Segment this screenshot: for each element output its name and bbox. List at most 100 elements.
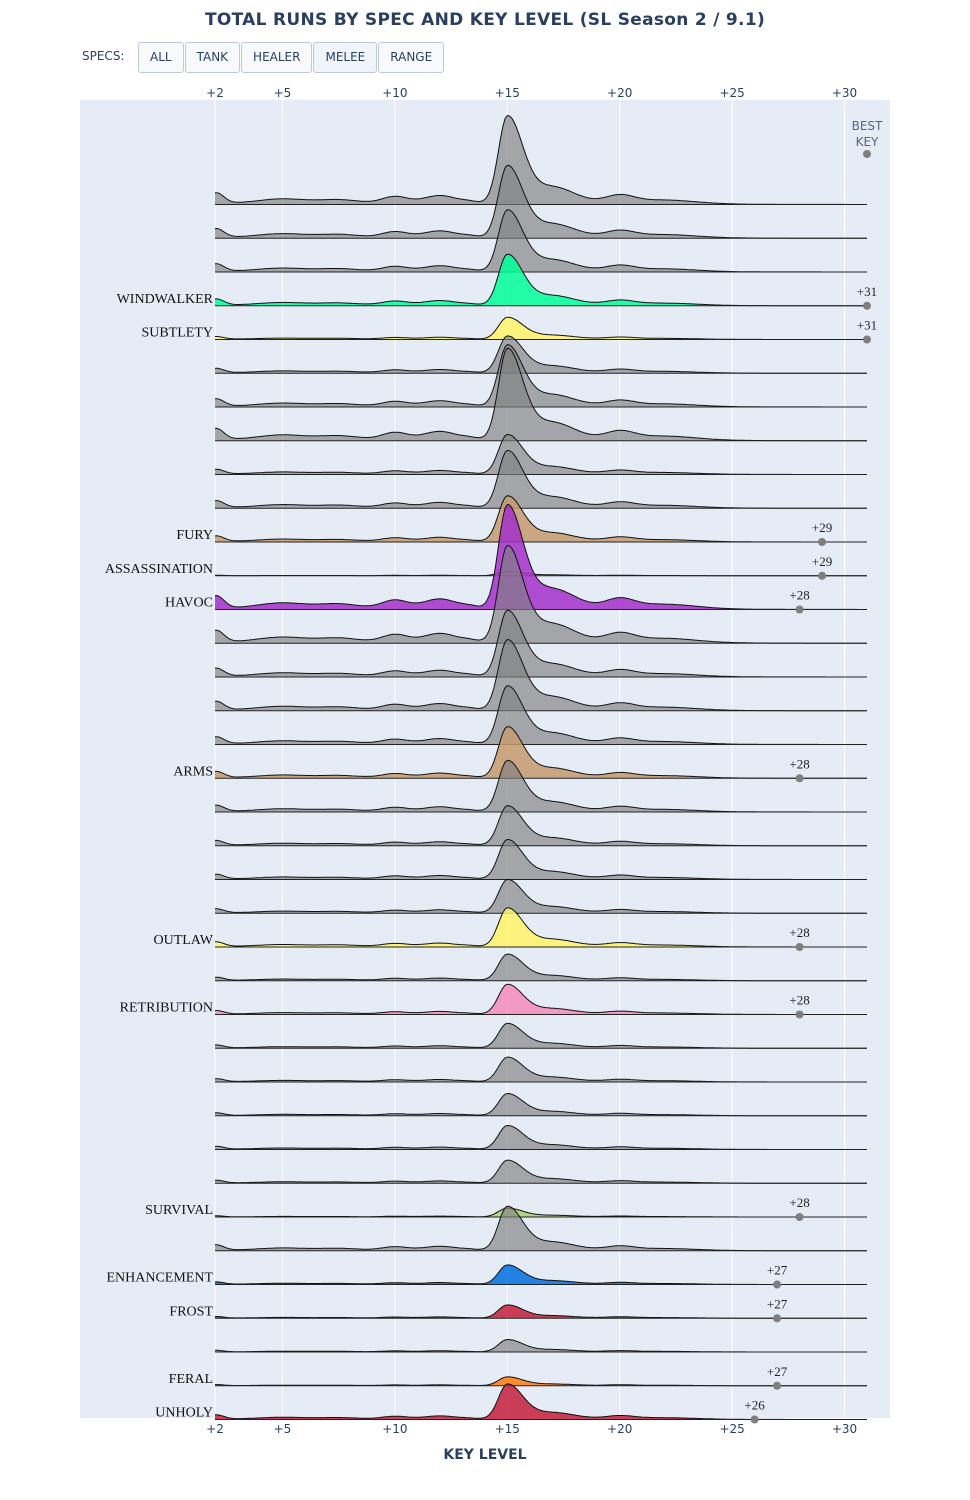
ridge-area — [215, 1093, 867, 1116]
spec-filter-buttons: ALL TANK HEALER MELEE RANGE — [138, 42, 445, 73]
x-tick-bottom-label: +30 — [832, 1422, 857, 1436]
best-key-marker — [795, 605, 804, 614]
filter-melee-button[interactable]: MELEE — [313, 42, 378, 73]
ridge-area — [215, 879, 867, 914]
best-key-markers: +31 +31 +29 +29 +28 +28 +28 +28 +28 +27 +27 +27 +26 — [744, 284, 877, 1424]
ridge-area — [215, 165, 867, 239]
ridge-area — [215, 1160, 867, 1184]
x-tick-top-label: +20 — [607, 86, 632, 100]
spec-label: SUBTLETY — [141, 326, 213, 341]
spec-label: OUTLAW — [153, 933, 213, 948]
filter-healer-button[interactable]: HEALER — [241, 42, 313, 73]
spec-label: FROST — [169, 1304, 213, 1319]
ridge-area — [215, 1206, 867, 1251]
ridge-area — [215, 1023, 867, 1049]
best-key-marker — [795, 1010, 804, 1019]
ridge-area — [215, 344, 867, 407]
ridge-area — [215, 115, 867, 205]
ridge-area — [215, 639, 867, 711]
spec-labels: WINDWALKER SUBTLETY FURY ASSASSINATION HAVOC… — [105, 292, 214, 1421]
specs-filter-label: SPECS: — [82, 49, 125, 63]
x-tick-top-label: +25 — [719, 86, 744, 100]
x-tick-top-label: +5 — [274, 86, 292, 100]
spec-label: SURVIVAL — [145, 1203, 213, 1218]
best-key-marker — [750, 1415, 759, 1424]
x-tick-bottom-label: +2 — [206, 1422, 224, 1436]
best-key-header-line1: BEST — [852, 119, 883, 133]
spec-label: WINDWALKER — [117, 292, 214, 307]
spec-label: UNHOLY — [155, 1406, 213, 1421]
x-tick-bottom-label: +5 — [274, 1422, 292, 1436]
ridge-area — [215, 450, 867, 509]
best-key-marker — [773, 1381, 782, 1390]
spec-label: ASSASSINATION — [105, 562, 213, 577]
x-tick-bottom-label: +15 — [495, 1422, 520, 1436]
best-key-header: BEST KEY — [852, 119, 883, 158]
spec-label: HAVOC — [165, 596, 213, 611]
ridge-area — [215, 907, 867, 947]
x-tick-top-label: +30 — [832, 86, 857, 100]
best-key-marker — [773, 1280, 782, 1289]
ridge-area — [215, 610, 867, 677]
best-key-label: +26 — [744, 1398, 765, 1413]
x-tick-top-label: +10 — [382, 86, 407, 100]
spec-label: RETRIBUTION — [120, 1001, 213, 1016]
ridge-area — [215, 495, 867, 542]
best-key-marker — [863, 301, 871, 310]
best-key-label: +28 — [789, 1195, 809, 1210]
best-key-label: +28 — [789, 925, 809, 940]
ridge-area — [215, 317, 867, 340]
best-key-marker — [795, 774, 804, 783]
ridge-area — [215, 348, 867, 441]
best-key-label: +28 — [789, 993, 809, 1008]
ridge-area — [215, 1339, 867, 1352]
spec-label: ARMS — [173, 764, 213, 779]
chart-title: TOTAL RUNS BY SPEC AND KEY LEVEL (SL Sea… — [204, 10, 766, 30]
best-key-label: +28 — [789, 756, 809, 771]
best-key-label: +29 — [812, 520, 832, 535]
ridge-area — [215, 984, 867, 1015]
best-key-header-line2: KEY — [856, 135, 879, 149]
ridge-area — [215, 1125, 867, 1150]
x-tick-bottom-label: +10 — [382, 1422, 407, 1436]
best-key-label: +27 — [767, 1364, 788, 1379]
x-axis-title: KEY LEVEL — [443, 1447, 527, 1463]
spec-label: ENHANCEMENT — [106, 1271, 213, 1286]
ridges — [214, 114, 867, 1420]
ridge-area — [215, 545, 867, 644]
filter-range-button[interactable]: RANGE — [378, 42, 445, 73]
ridge-area — [215, 254, 867, 306]
x-tick-top-label: +2 — [206, 86, 224, 100]
x-tick-bottom-label: +20 — [607, 1422, 632, 1436]
filter-all-button[interactable]: ALL — [138, 42, 184, 73]
best-key-marker — [773, 1314, 782, 1323]
best-key-marker — [795, 943, 804, 951]
x-tick-top-label: +15 — [495, 86, 520, 100]
best-key-header-marker — [863, 150, 871, 158]
filter-tank-button[interactable]: TANK — [184, 42, 241, 73]
ridge-area — [215, 1208, 867, 1217]
ridge-area — [215, 760, 867, 812]
ridge-area — [215, 1383, 867, 1420]
spec-label: FERAL — [169, 1372, 213, 1387]
best-key-label: +31 — [857, 284, 877, 299]
spec-label: FURY — [176, 528, 213, 543]
x-axis-top: +2 +5 +10 +15 +20 +25 +30 — [206, 86, 857, 100]
best-key-label: +31 — [857, 318, 877, 333]
ridge-area — [215, 685, 867, 745]
best-key-label: +29 — [812, 554, 832, 569]
best-key-marker — [818, 571, 827, 580]
ridge-area — [215, 1264, 867, 1285]
x-axis-bottom: +2 +5 +10 +15 +20 +25 +30 — [206, 1422, 857, 1436]
best-key-label: +27 — [767, 1296, 788, 1311]
best-key-label: +28 — [789, 588, 809, 603]
ridge-area — [215, 954, 867, 981]
best-key-label: +27 — [767, 1263, 788, 1278]
ridge-area — [215, 726, 867, 779]
best-key-marker — [795, 1213, 804, 1221]
ridge-area — [215, 1057, 867, 1082]
best-key-marker — [863, 335, 871, 344]
ridge-area — [215, 335, 867, 374]
ridge-area — [215, 504, 867, 610]
